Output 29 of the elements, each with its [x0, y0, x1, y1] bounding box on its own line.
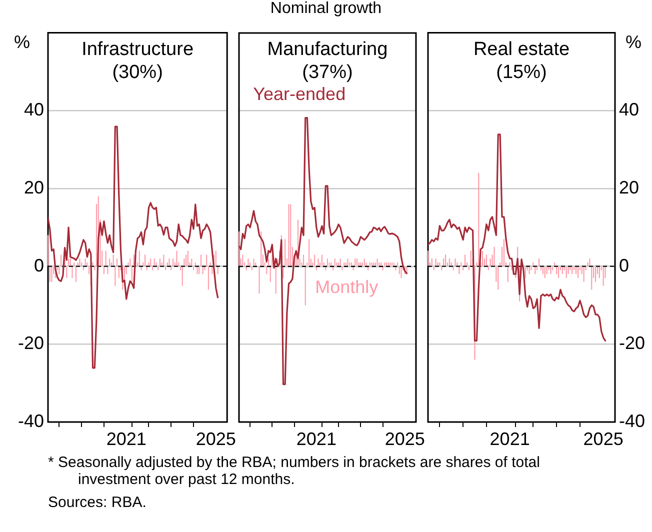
y-tick-label: -40 — [18, 410, 44, 431]
y-tick-label: 0 — [34, 255, 44, 276]
chart-title: Manufacturing — [267, 39, 388, 60]
y2-axis-title: % — [625, 32, 642, 52]
text: Nominal growth — [269, 0, 383, 18]
x-tick-label: 2021 — [296, 428, 336, 449]
y-tick-label: 40 — [24, 100, 44, 120]
x-tick-label: 2021 — [490, 428, 530, 449]
y2-tick-label: 0 — [619, 255, 630, 276]
y2-tick-label: -20 — [619, 333, 646, 354]
text: * Seasonally adjusted by the RBA; numbers in brackets are shares of total investment over past 12 months. — [48, 454, 541, 488]
text: (30%) — [112, 62, 163, 84]
y-tick-label: 20 — [24, 177, 44, 198]
x-tick-label: 2025 — [196, 428, 236, 449]
chart-title: Real estate — [473, 39, 570, 60]
y-axis-title: % — [14, 32, 30, 52]
series-label: Monthly — [315, 276, 378, 297]
y2-tick-label: 20 — [619, 177, 640, 198]
text: (37%) — [302, 62, 353, 84]
text: (15%) — [496, 62, 547, 84]
chart-title: Infrastructure — [82, 39, 194, 60]
series-label: Year-ended — [253, 84, 346, 104]
x-tick-label: 2021 — [106, 428, 146, 449]
x-tick-label: 2025 — [384, 428, 425, 449]
y-tick-label: -20 — [18, 333, 44, 354]
source-note: Sources: RBA. — [48, 494, 148, 511]
y2-tick-label: 40 — [619, 100, 640, 120]
x-tick-label: 2025 — [583, 428, 624, 449]
y2-tick-label: -40 — [619, 410, 646, 431]
